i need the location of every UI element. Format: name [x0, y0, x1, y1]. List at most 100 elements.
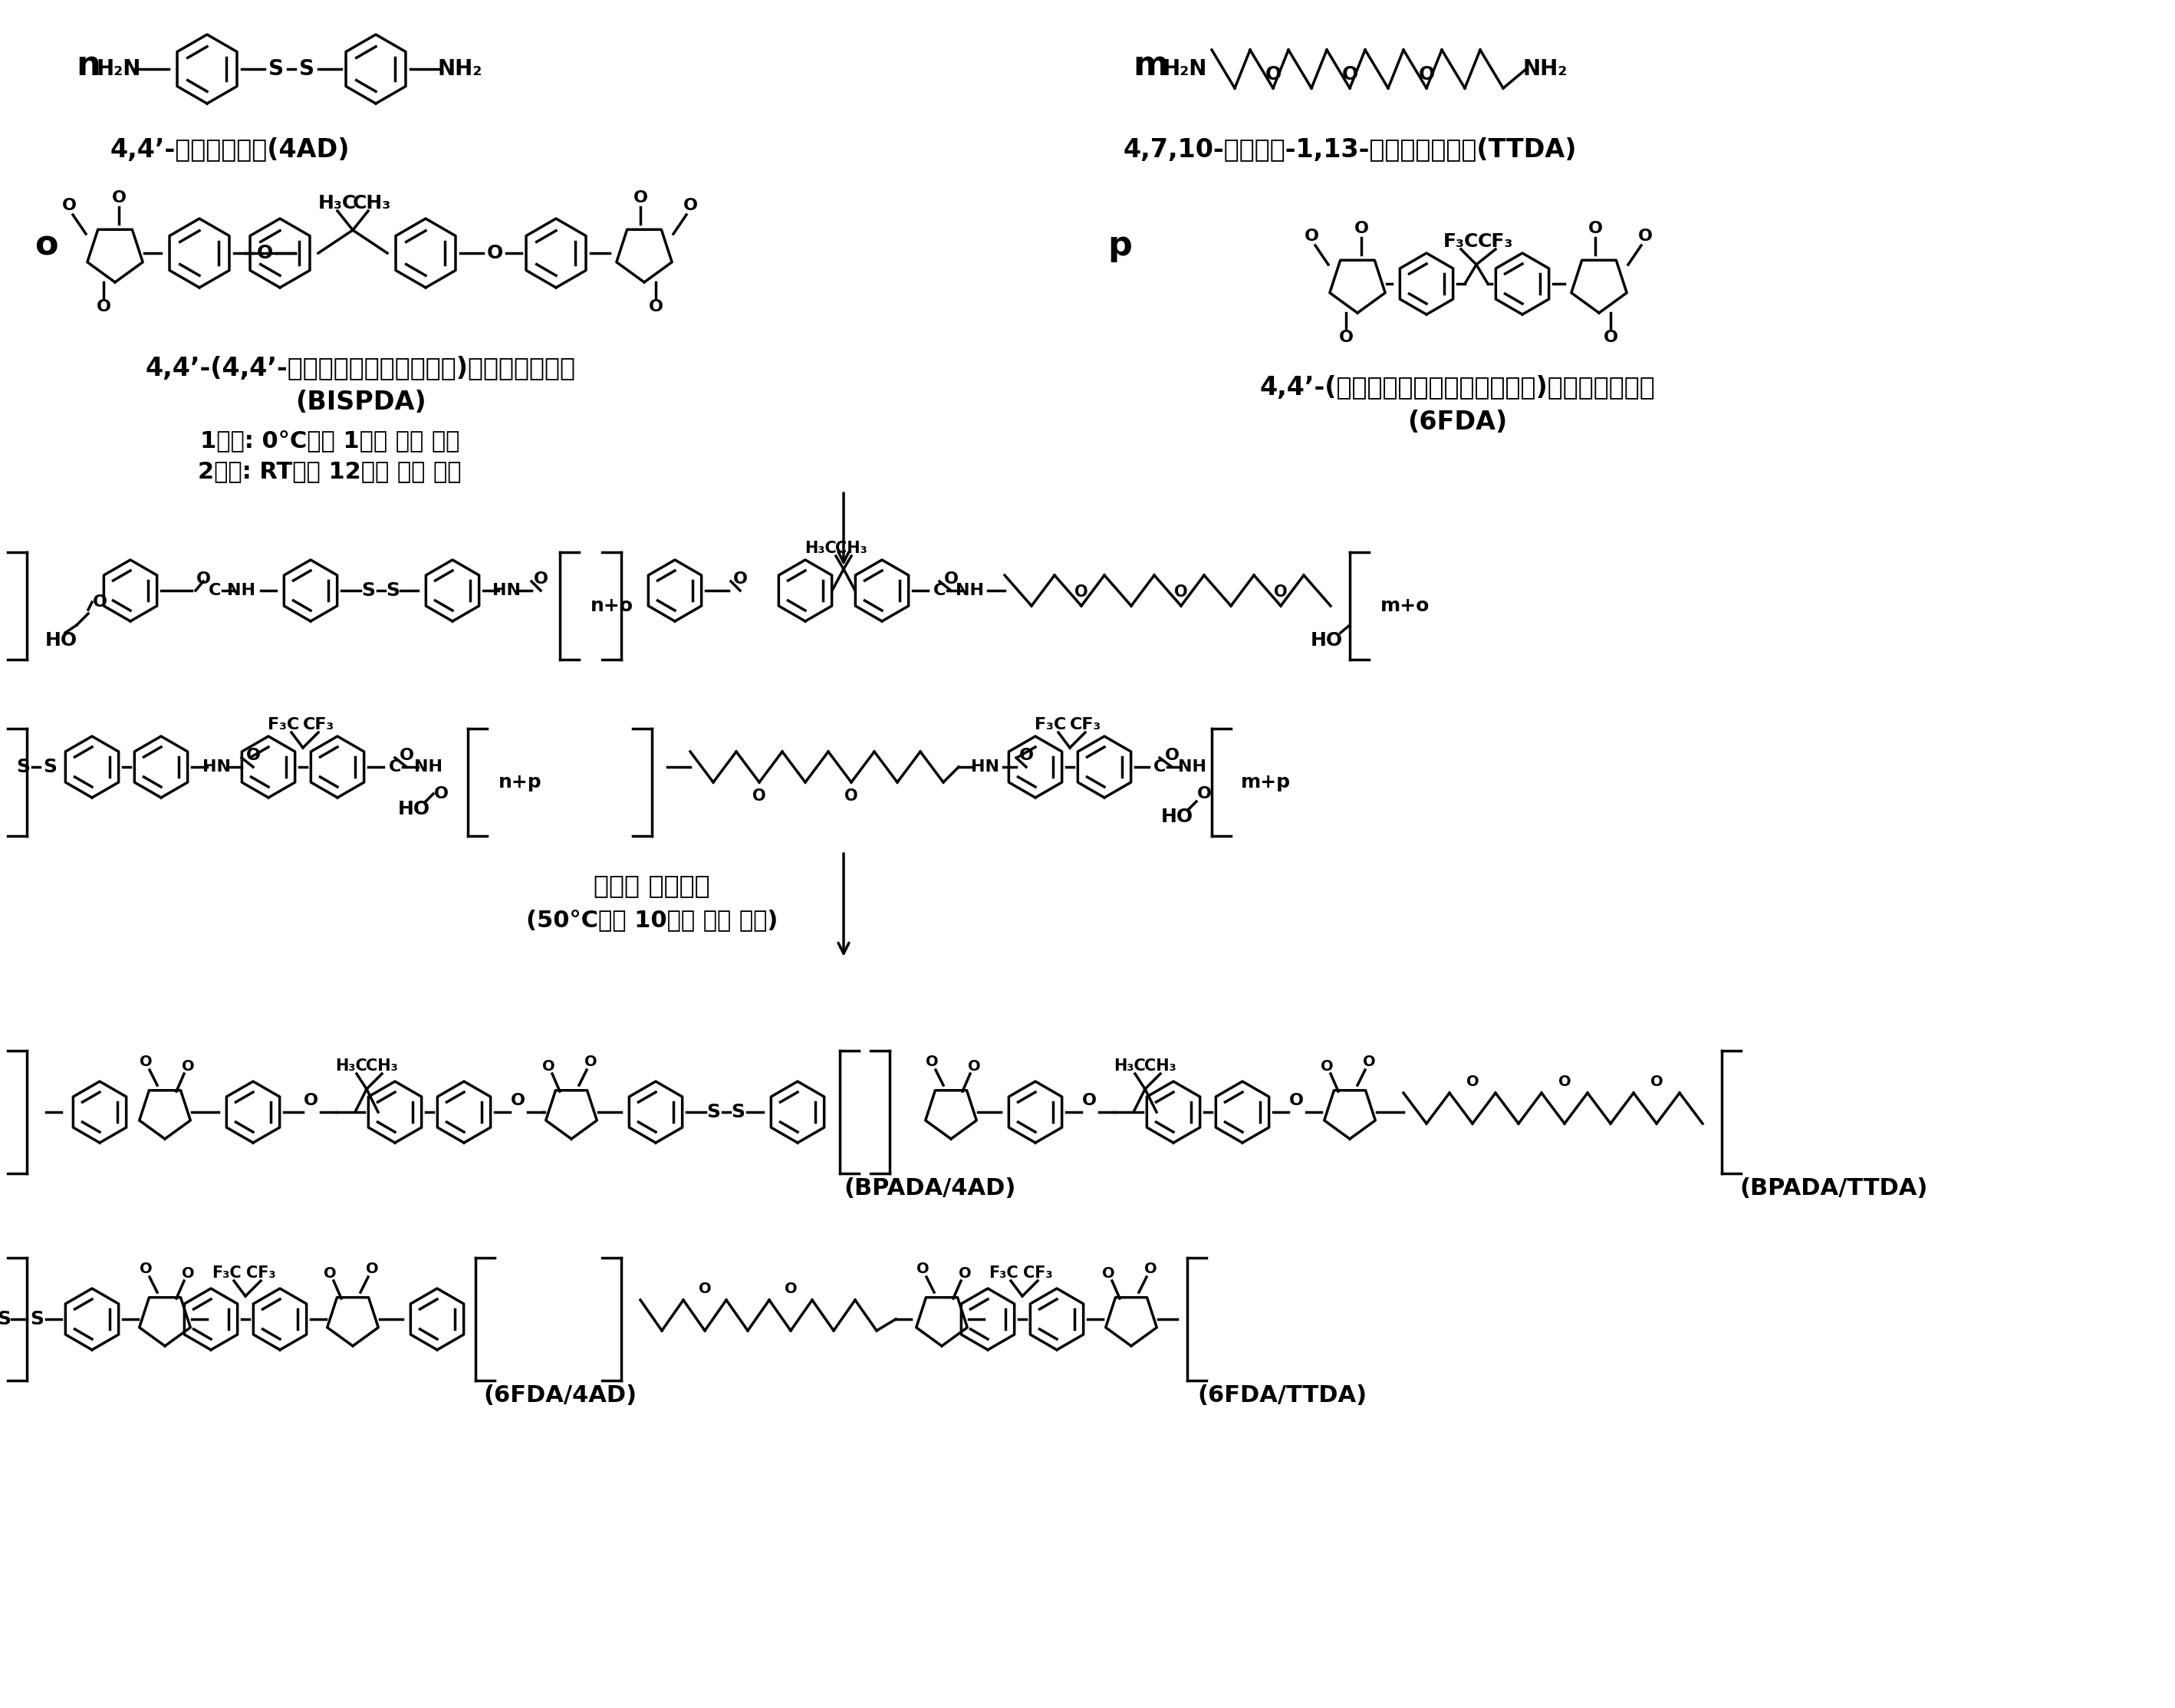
Text: O: O	[1338, 330, 1353, 345]
Text: O: O	[1638, 229, 1653, 244]
Text: HO: HO	[1161, 808, 1194, 827]
Text: NH: NH	[1179, 760, 1207, 775]
Text: O: O	[61, 198, 76, 214]
Text: C: C	[209, 582, 222, 598]
Text: O: O	[924, 1056, 937, 1069]
Text: HN: HN	[972, 760, 1000, 775]
Text: F₃C: F₃C	[1444, 232, 1479, 251]
Text: O: O	[1418, 65, 1436, 84]
Text: HO: HO	[46, 632, 78, 649]
Text: NH: NH	[957, 582, 985, 598]
Text: 1단계: 0°C에서 1시간 동안 반응: 1단계: 0°C에서 1시간 동안 반응	[200, 430, 459, 453]
Text: O: O	[533, 572, 548, 588]
Text: NH₂: NH₂	[1522, 58, 1568, 80]
Text: O: O	[246, 748, 261, 763]
Text: H₂N: H₂N	[1161, 58, 1207, 80]
Text: F₃C: F₃C	[1035, 717, 1066, 733]
Text: S: S	[30, 1310, 44, 1329]
Text: HN: HN	[202, 760, 231, 775]
Text: CH₃: CH₃	[365, 1059, 398, 1074]
Text: O: O	[365, 1262, 378, 1276]
Text: O: O	[96, 299, 111, 314]
Text: O: O	[1603, 330, 1618, 345]
Text: NH₂: NH₂	[437, 58, 483, 80]
Text: F₃C: F₃C	[211, 1266, 241, 1281]
Text: O: O	[1342, 65, 1357, 84]
Text: 화학적 이미드화: 화학적 이미드화	[594, 873, 709, 898]
Text: n+p: n+p	[498, 774, 542, 791]
Text: O: O	[1103, 1266, 1114, 1281]
Text: O: O	[1074, 584, 1088, 600]
Text: (6FDA/TTDA): (6FDA/TTDA)	[1196, 1385, 1366, 1407]
Text: S: S	[44, 758, 57, 775]
Text: O: O	[1275, 584, 1288, 600]
Text: NH: NH	[228, 582, 257, 598]
Text: S: S	[0, 1310, 11, 1329]
Text: CF₃: CF₃	[1070, 717, 1101, 733]
Text: 4,4’-(4,4’-이소프로필리덴디페눅시)디프탈산무수물: 4,4’-(4,4’-이소프로필리덴디페눅시)디프탈산무수물	[146, 355, 576, 381]
Text: (6FDA): (6FDA)	[1407, 410, 1507, 434]
Text: m+p: m+p	[1242, 774, 1290, 791]
Text: n: n	[76, 50, 100, 82]
Text: HO: HO	[1312, 632, 1342, 649]
Text: O: O	[633, 190, 648, 205]
Text: O: O	[542, 1059, 555, 1073]
Text: O: O	[944, 572, 959, 588]
Text: O: O	[968, 1059, 981, 1073]
Text: 4,7,10-트리옷사-1,13-트리데칸디아민(TTDA): 4,7,10-트리옷사-1,13-트리데칸디아민(TTDA)	[1122, 137, 1577, 162]
Text: CF₃: CF₃	[302, 717, 335, 733]
Text: O: O	[785, 1281, 796, 1296]
Text: S: S	[707, 1103, 720, 1120]
Text: CF₃: CF₃	[246, 1266, 276, 1281]
Text: O: O	[511, 1093, 524, 1108]
Text: O: O	[1588, 220, 1603, 236]
Text: S: S	[300, 58, 315, 80]
Text: n+o: n+o	[592, 596, 633, 615]
Text: O: O	[433, 786, 448, 801]
Text: O: O	[257, 244, 272, 263]
Text: HN: HN	[492, 582, 520, 598]
Text: C: C	[1153, 760, 1166, 775]
Text: O: O	[139, 1056, 152, 1069]
Text: C: C	[933, 582, 946, 598]
Text: (50°C에서 10시간 동안 반응): (50°C에서 10시간 동안 반응)	[526, 909, 779, 931]
Text: H₃C: H₃C	[1114, 1059, 1146, 1074]
Text: m: m	[1133, 50, 1168, 82]
Text: O: O	[1018, 748, 1033, 763]
Text: C: C	[389, 760, 400, 775]
Text: F₃C: F₃C	[268, 717, 300, 733]
Text: O: O	[698, 1281, 711, 1296]
Text: O: O	[487, 244, 502, 263]
Text: O: O	[585, 1056, 596, 1069]
Text: O: O	[1305, 229, 1318, 244]
Text: O: O	[91, 594, 107, 610]
Text: O: O	[1466, 1074, 1479, 1088]
Text: S: S	[731, 1103, 744, 1120]
Text: S: S	[385, 581, 400, 600]
Text: O: O	[1355, 220, 1368, 236]
Text: 4,4’-(헥사플루오로이소프로필리덴)디프탈산무수물: 4,4’-(헥사플루오로이소프로필리덴)디프탈산무수물	[1259, 374, 1655, 400]
Text: O: O	[1164, 748, 1179, 763]
Text: O: O	[1557, 1074, 1570, 1088]
Text: (BPADA/4AD): (BPADA/4AD)	[844, 1177, 1016, 1201]
Text: CH₃: CH₃	[352, 195, 391, 212]
Text: O: O	[1266, 65, 1281, 84]
Text: NH: NH	[413, 760, 442, 775]
Text: O: O	[959, 1266, 972, 1281]
Text: S: S	[268, 58, 283, 80]
Text: O: O	[1196, 786, 1211, 801]
Text: 4,4’-디티오아닐린(4AD): 4,4’-디티오아닐린(4AD)	[111, 137, 350, 162]
Text: H₃C: H₃C	[335, 1059, 368, 1074]
Text: O: O	[648, 299, 663, 314]
Text: CF₃: CF₃	[1477, 232, 1514, 251]
Text: CH₃: CH₃	[1144, 1059, 1177, 1074]
Text: F₃C: F₃C	[987, 1266, 1018, 1281]
Text: S: S	[361, 581, 374, 600]
Text: O: O	[753, 789, 766, 804]
Text: O: O	[400, 748, 413, 763]
Text: H₃C: H₃C	[318, 195, 357, 212]
Text: (BISPDA): (BISPDA)	[296, 389, 426, 415]
Text: O: O	[181, 1059, 194, 1073]
Text: O: O	[1144, 1262, 1157, 1276]
Text: O: O	[1290, 1093, 1303, 1108]
